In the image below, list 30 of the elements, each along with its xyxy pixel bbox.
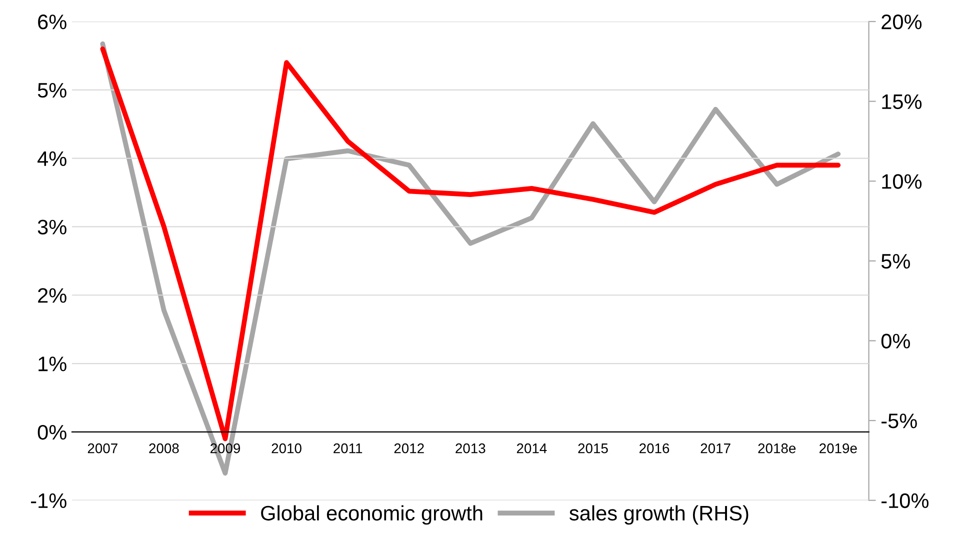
legend-label: sales growth (RHS) <box>570 505 748 525</box>
x-tick-label: 2012 <box>394 443 424 454</box>
y-tick-label: 5% <box>38 83 66 98</box>
x-tick-label: 2016 <box>640 443 670 454</box>
y-tick-label: 0% <box>38 424 66 440</box>
legend-label: Global economic growth <box>261 505 482 525</box>
x-tick-label: 2019e <box>820 443 857 454</box>
y2-tick-label: 5% <box>881 254 910 269</box>
x-tick-label: 2009 <box>210 443 240 454</box>
y-tick-label: 1% <box>38 356 66 372</box>
x-tick-label: 2008 <box>149 443 179 454</box>
y-tick-label: 3% <box>38 220 66 234</box>
y-tick-label: 2% <box>38 288 66 303</box>
x-tick-label: 2014 <box>516 443 547 454</box>
x-tick-label: 2011 <box>334 443 362 454</box>
y2-tick-label: -5% <box>882 414 917 428</box>
y2-tick-label: 10% <box>882 174 922 189</box>
x-tick-label: 2010 <box>272 443 302 454</box>
x-tick-label: 2015 <box>578 443 608 454</box>
y-tick-label: 4% <box>38 151 66 166</box>
y-tick-label: 6% <box>38 14 66 30</box>
x-tick-label: 2007 <box>88 443 118 454</box>
x-tick-label: 2018e <box>758 443 796 454</box>
x-tick-label: 2017 <box>700 443 730 454</box>
y2-tick-label: 0% <box>881 334 910 348</box>
x-tick-label: 2013 <box>456 443 486 454</box>
y-tick-label: -1% <box>31 493 66 508</box>
y2-tick-label: 15% <box>882 94 922 110</box>
y2-tick-label: 20% <box>882 14 922 30</box>
y2-tick-label: -10% <box>882 493 928 508</box>
